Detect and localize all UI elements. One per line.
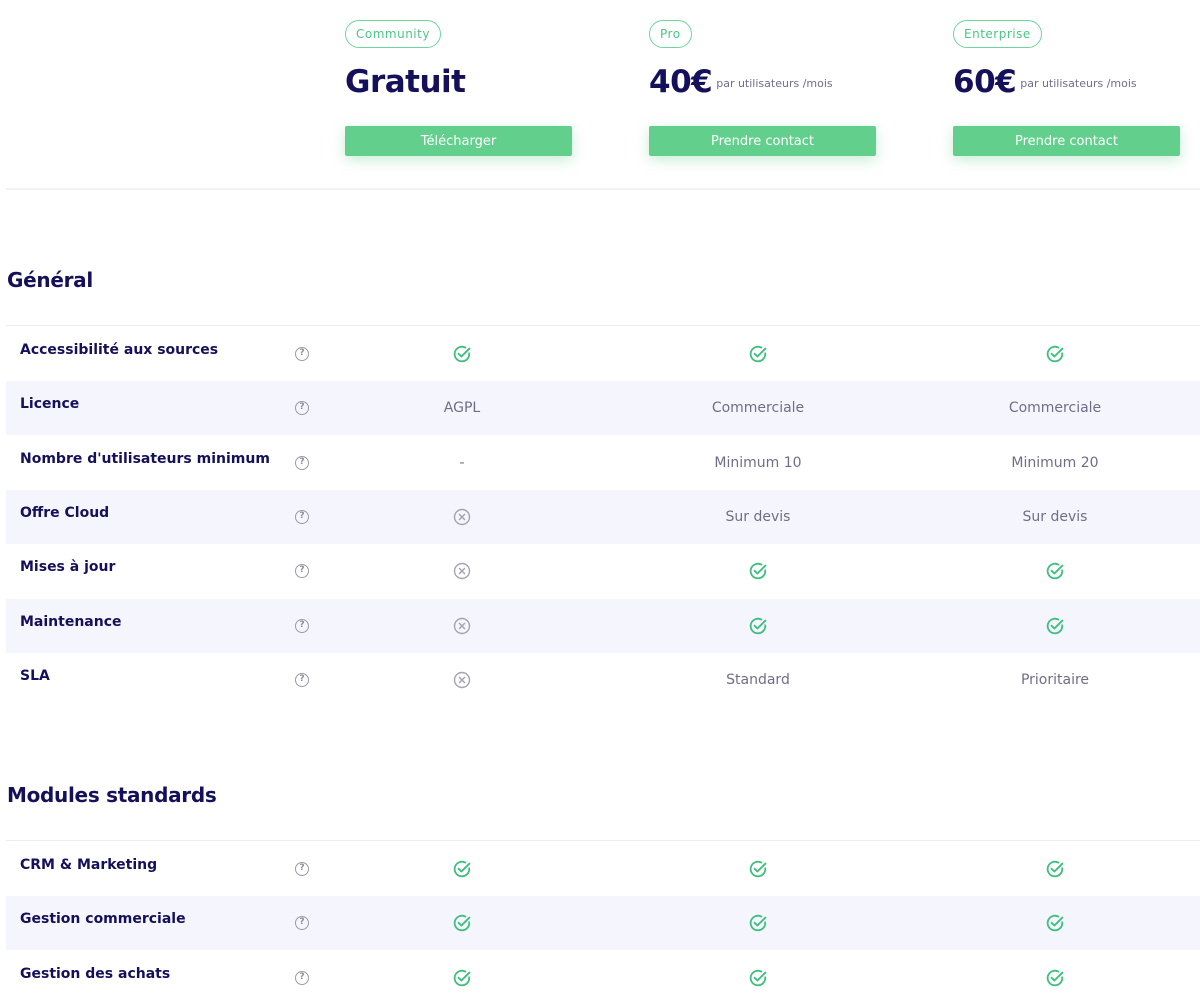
cell-value: Prioritaire <box>1020 671 1090 688</box>
plan-pro: Pro 40€ par utilisateurs /mois Prendre c… <box>649 20 877 156</box>
check-icon <box>935 842 1175 896</box>
header-divider <box>6 188 1200 190</box>
feature-label: Mises à jour <box>20 559 116 576</box>
help-icon[interactable]: ? <box>295 401 309 416</box>
section-title: Modules standards <box>7 783 217 807</box>
cell-value: AGPL <box>443 400 481 417</box>
cell-value: Minimum 20 <box>1011 454 1099 471</box>
check-icon <box>935 544 1175 598</box>
help-icon[interactable]: ? <box>295 862 309 876</box>
cross-icon <box>342 490 582 544</box>
check-icon <box>342 896 582 950</box>
plan-badge: Pro <box>649 20 692 48</box>
feature-label: Offre Cloud <box>20 504 110 521</box>
feature-label: Accessibilité aux sources <box>20 342 219 358</box>
cell-value: Minimum 10 <box>714 454 802 471</box>
plan-badge: Enterprise <box>953 20 1042 48</box>
feature-label: Gestion commerciale <box>20 911 186 928</box>
cross-icon <box>342 599 582 653</box>
plans-header: Community Gratuit Télécharger Pro 40€ pa… <box>0 0 1200 190</box>
feature-label: Nombre d'utilisateurs minimum <box>20 450 270 467</box>
plan-period: par utilisateurs /mois <box>1020 77 1137 90</box>
download-button[interactable]: Télécharger <box>345 126 572 156</box>
check-icon <box>342 951 582 1004</box>
cell-value: Commerciale <box>1008 400 1102 417</box>
plan-price: Gratuit <box>345 64 466 100</box>
help-icon[interactable]: ? <box>295 455 309 470</box>
feature-label: Maintenance <box>20 613 122 630</box>
plan-price-row: 60€ par utilisateurs /mois <box>953 60 1181 100</box>
table-row: Maintenance? <box>6 598 1200 653</box>
table-row: SLA? Standard Prioritaire <box>6 653 1200 707</box>
contact-button-enterprise[interactable]: Prendre contact <box>953 126 1180 156</box>
feature-label: CRM & Marketing <box>20 857 158 873</box>
check-icon <box>638 327 878 381</box>
plan-price-row: Gratuit <box>345 60 573 100</box>
contact-button-pro[interactable]: Prendre contact <box>649 126 876 156</box>
plan-badge: Community <box>345 20 441 48</box>
table-row: Gestion des achats? <box>6 951 1200 1004</box>
section-divider <box>6 325 1200 326</box>
plan-price-row: 40€ par utilisateurs /mois <box>649 60 877 100</box>
table-row: Licence? AGPL Commerciale Commerciale <box>6 381 1200 436</box>
table-row: Mises à jour? <box>6 544 1200 598</box>
section-title: Général <box>7 268 93 292</box>
cell-value: Commerciale <box>711 400 805 417</box>
plan-community: Community Gratuit Télécharger <box>345 20 573 156</box>
check-icon <box>638 544 878 598</box>
help-icon[interactable]: ? <box>295 970 309 985</box>
plan-period: par utilisateurs /mois <box>716 77 833 90</box>
help-icon[interactable]: ? <box>295 916 309 931</box>
feature-label: SLA <box>20 667 50 684</box>
cell-value: - <box>459 454 465 471</box>
plan-price: 60€ <box>953 64 1017 100</box>
feature-label: Gestion des achats <box>20 965 171 982</box>
cell-value: Sur devis <box>725 508 791 525</box>
table-row: Gestion commerciale? <box>6 896 1200 951</box>
section-divider <box>6 840 1200 841</box>
check-icon <box>638 951 878 1004</box>
check-icon <box>935 599 1175 653</box>
check-icon <box>638 599 878 653</box>
feature-label: Licence <box>20 396 80 413</box>
plan-price: 40€ <box>649 64 713 100</box>
check-icon <box>638 842 878 896</box>
help-icon[interactable]: ? <box>295 347 309 361</box>
check-icon <box>342 327 582 381</box>
table-row: Nombre d'utilisateurs minimum? - Minimum 1… <box>6 436 1200 490</box>
table-row: CRM & Marketing? <box>6 842 1200 896</box>
check-icon <box>935 327 1175 381</box>
help-icon[interactable]: ? <box>295 509 309 524</box>
help-icon[interactable]: ? <box>295 672 309 687</box>
table-row: Accessibilité aux sources? <box>6 327 1200 381</box>
check-icon <box>935 951 1175 1004</box>
plan-enterprise: Enterprise 60€ par utilisateurs /mois Pr… <box>953 20 1181 156</box>
cross-icon <box>342 653 582 707</box>
check-icon <box>638 896 878 950</box>
check-icon <box>935 896 1175 950</box>
help-icon[interactable]: ? <box>295 618 309 633</box>
check-icon <box>342 842 582 896</box>
cell-value: Sur devis <box>1022 508 1088 525</box>
help-icon[interactable]: ? <box>295 564 309 579</box>
table-row: Offre Cloud? Sur devis Sur devis <box>6 489 1200 544</box>
cross-icon <box>342 544 582 598</box>
cell-value: Standard <box>726 671 790 688</box>
